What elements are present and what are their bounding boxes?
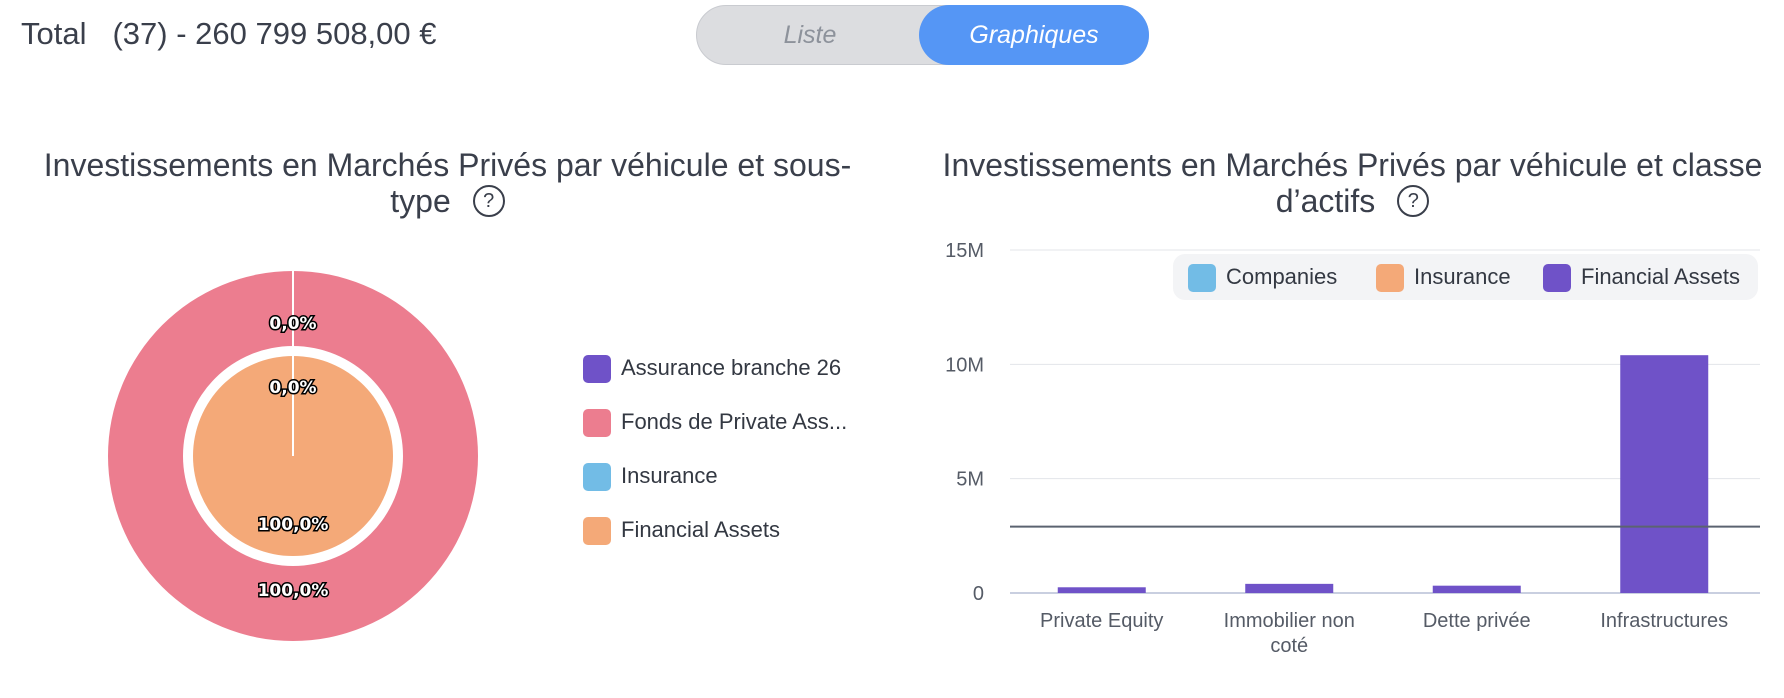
legend-label: Companies: [1226, 264, 1338, 289]
donut-legend: Assurance branche 26 Fonds de Private As…: [583, 354, 847, 570]
bar-legend-item-financial-assets[interactable]: Financial Assets: [1543, 263, 1740, 293]
charts-view-button[interactable]: Graphiques: [919, 5, 1149, 65]
legend-label: Assurance branche 26: [621, 355, 842, 380]
list-view-button[interactable]: Liste: [783, 21, 837, 49]
bar-title-line-1: Investissements en Marchés Privés par vé…: [942, 147, 1763, 183]
donut-title-line-2-wrap: type?: [20, 183, 875, 220]
bar-legend: Companies Insurance Financial Assets: [1173, 254, 1758, 300]
bar-legend-item-companies[interactable]: Companies: [1188, 263, 1338, 293]
legend-label: Insurance: [621, 463, 718, 488]
legend-swatch-financial-assets: [1543, 264, 1571, 293]
donut-legend-item[interactable]: Fonds de Private Ass...: [583, 408, 847, 462]
bar-financial-assets-3[interactable]: [1620, 355, 1709, 593]
donut-title-line-2: type: [390, 183, 451, 219]
donut-slice-outer-1[interactable]: [108, 271, 478, 641]
bar-title-line-2-wrap: d’actifs?: [925, 183, 1780, 220]
legend-swatch-insurance: [583, 463, 611, 492]
bar-help-icon[interactable]: ?: [1397, 184, 1430, 217]
donut-data-label-outer-1: 100,0%: [258, 581, 329, 601]
legend-label: Financial Assets: [1581, 264, 1740, 289]
x-category-label: Immobilier non: [1224, 610, 1355, 632]
total-label: Total: [21, 16, 87, 51]
donut-help-icon[interactable]: ?: [472, 184, 505, 217]
bar-financial-assets-2[interactable]: [1432, 585, 1521, 593]
legend-swatch-assurance-branche-26: [583, 355, 611, 384]
donut-data-label-outer-0: 0,0%: [269, 314, 316, 334]
x-category-label: Dette privée: [1423, 610, 1531, 632]
bar-chart-title: Investissements en Marchés Privés par vé…: [925, 147, 1780, 220]
portfolio-total: Total (37) - 260 799 508,00 €: [21, 16, 437, 52]
legend-label: Fonds de Private Ass...: [621, 409, 848, 434]
y-tick-label: 15M: [945, 240, 984, 262]
x-category-label: coté: [1270, 635, 1308, 657]
donut-legend-item[interactable]: Insurance: [583, 462, 847, 516]
total-value: (37) - 260 799 508,00 €: [112, 16, 437, 51]
y-tick-label: 5M: [956, 469, 984, 491]
donut-data-label-inner-0: 0,0%: [269, 378, 316, 398]
donut-chart-title: Investissements en Marchés Privés par vé…: [20, 147, 875, 220]
bar-legend-item-insurance[interactable]: Insurance: [1376, 263, 1511, 293]
view-toggle: Liste Graphiques: [696, 5, 1149, 65]
bar-title-line-2: d’actifs: [1275, 183, 1376, 219]
y-tick-label: 0: [973, 583, 984, 605]
y-tick-label: 10M: [945, 354, 984, 376]
bar-financial-assets-0[interactable]: [1057, 587, 1146, 593]
legend-swatch-insurance: [1376, 264, 1404, 293]
donut-data-label-inner-1: 100,0%: [258, 515, 329, 535]
x-category-label: Private Equity: [1040, 610, 1163, 632]
donut-chart: 0,0% 100,0% 0,0% 100,0%: [108, 271, 478, 641]
bar-financial-assets-1[interactable]: [1245, 583, 1334, 593]
donut-legend-item[interactable]: Assurance branche 26: [583, 354, 847, 408]
legend-swatch-fonds-private-assets: [583, 409, 611, 438]
x-category-label: Infrastructures: [1600, 610, 1728, 632]
legend-label: Financial Assets: [621, 517, 780, 542]
legend-swatch-companies: [1188, 264, 1216, 293]
donut-legend-item[interactable]: Financial Assets: [583, 516, 847, 570]
donut-title-line-1: Investissements en Marchés Privés par vé…: [43, 147, 852, 183]
legend-label: Insurance: [1414, 264, 1511, 289]
legend-swatch-financial-assets: [583, 517, 611, 546]
